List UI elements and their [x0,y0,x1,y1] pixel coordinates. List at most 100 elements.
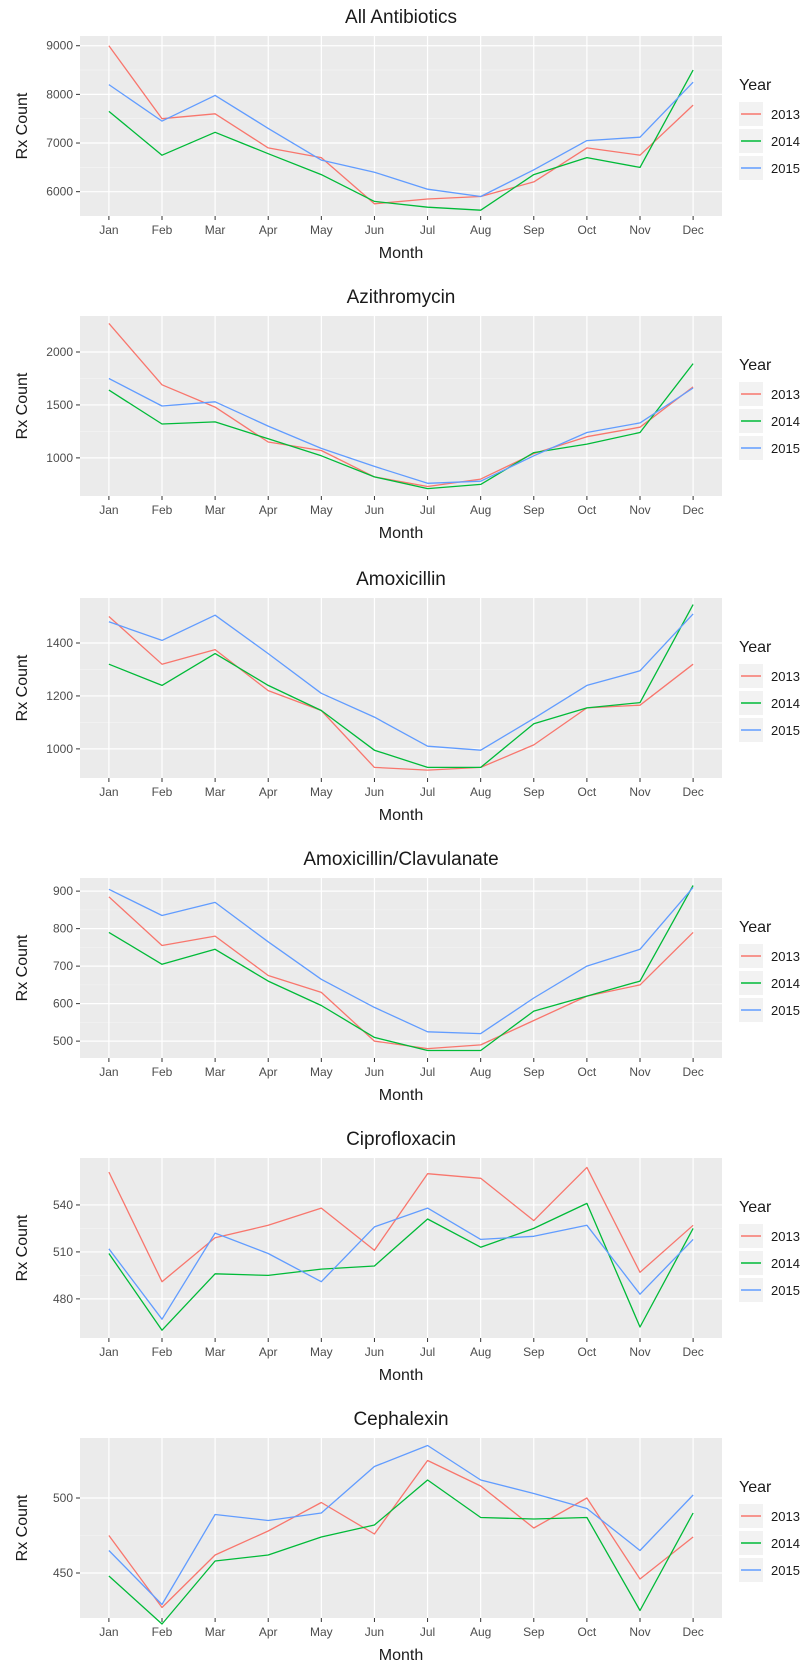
legend: Year 2013 2014 2015 [739,1199,800,1302]
x-tick-label: Jul [420,223,435,237]
x-tick-label: Jul [420,785,435,799]
series-line-2013 [108,1459,694,1609]
series-line-2015 [108,1207,694,1320]
x-tick-label: Feb [152,785,173,799]
y-tick-label: 800 [53,922,73,936]
legend-label: 2015 [771,1003,800,1018]
x-tick-label: Oct [578,503,597,517]
x-tick-label: Sep [523,503,545,517]
y-tick-label: 480 [53,1292,73,1306]
x-tick-label: Aug [470,1345,491,1359]
chart-title: Amoxicillin/Clavulanate [303,849,498,870]
y-tick-label: 9000 [46,39,73,53]
x-tick-label: Dec [682,1625,703,1639]
legend-label: 2015 [771,723,800,738]
legend: Year 2013 2014 2015 [739,1479,800,1582]
plot-background [80,1438,722,1618]
x-tick-label: May [310,1345,333,1359]
legend: Year 2013 2014 2015 [739,919,800,1022]
y-axis-label: Rx Count [14,1214,31,1281]
x-tick-label: Sep [523,1625,545,1639]
x-tick-label: Jun [365,503,384,517]
x-tick-label: Mar [205,503,226,517]
x-tick-label: Sep [523,223,545,237]
legend-title: Year [739,1199,772,1216]
legend-label: 2014 [771,976,800,991]
x-tick-label: Oct [578,785,597,799]
series-line-2013 [108,1166,694,1283]
x-tick-label: Sep [523,785,545,799]
x-tick-label: Nov [629,223,650,237]
x-axis-label: Month [379,1367,423,1384]
plot-background [80,36,722,216]
chart-panel: Amoxicillin 1000 1200 1400 Jan Feb Mar Apr May Ju… [14,569,800,824]
x-tick-label: Jun [365,785,384,799]
x-tick-label: Mar [205,785,226,799]
x-tick-label: Jul [420,503,435,517]
x-tick-label: May [310,1625,333,1639]
legend-label: 2014 [771,1536,800,1551]
series-line-2013 [108,322,694,488]
legend: Year 2013 2014 2015 [739,77,800,180]
y-tick-label: 1000 [46,451,73,465]
x-tick-label: Nov [629,1625,650,1639]
x-tick-label: Jul [420,1625,435,1639]
y-axis-label: Rx Count [14,934,31,1001]
x-tick-label: Dec [682,1345,703,1359]
chart-title: Amoxicillin [356,569,446,590]
x-tick-label: Sep [523,1065,545,1079]
legend-title: Year [739,919,772,936]
x-tick-label: Nov [629,1065,650,1079]
y-tick-label: 900 [53,884,73,898]
x-tick-label: Jun [365,1625,384,1639]
y-tick-label: 6000 [46,185,73,199]
series-line-2015 [108,81,694,198]
chart-panel: Ciprofloxacin 480 510 540 Jan Feb Mar Apr May Jun… [14,1129,800,1384]
series-line-2014 [108,604,694,769]
legend-label: 2014 [771,696,800,711]
legend-label: 2013 [771,1509,800,1524]
x-tick-label: Apr [259,785,278,799]
y-tick-label: 500 [53,1491,73,1505]
legend: Year 2013 2014 2015 [739,639,800,742]
y-tick-label: 500 [53,1034,73,1048]
x-tick-label: Jul [420,1065,435,1079]
x-tick-label: Dec [682,1065,703,1079]
y-tick-label: 600 [53,997,73,1011]
x-tick-label: Aug [470,1065,491,1079]
series-line-2015 [108,886,694,1035]
y-axis-label: Rx Count [14,372,31,439]
x-tick-label: Oct [578,1625,597,1639]
x-tick-label: Sep [523,1345,545,1359]
x-tick-label: Mar [205,1065,226,1079]
y-tick-label: 510 [53,1245,73,1259]
y-tick-label: 450 [53,1566,73,1580]
x-tick-label: Feb [152,223,173,237]
x-tick-label: Feb [152,1625,173,1639]
legend-label: 2014 [771,414,800,429]
chart-title: Azithromycin [347,287,456,308]
x-tick-label: Aug [470,785,491,799]
x-tick-label: Feb [152,503,173,517]
x-tick-label: Nov [629,785,650,799]
x-tick-label: Feb [152,1345,173,1359]
legend-label: 2015 [771,1283,800,1298]
series-line-2014 [108,1479,694,1625]
x-tick-label: Dec [682,223,703,237]
series-line-2015 [108,1444,694,1606]
series-line-2014 [108,1202,694,1331]
x-tick-label: May [310,785,333,799]
chart-panel: All Antibiotics 6000 7000 8000 9000 Jan Feb Mar… [14,7,800,262]
series-line-2014 [108,885,694,1052]
plot-background [80,316,722,496]
x-tick-label: Oct [578,223,597,237]
x-tick-label: Jan [99,1345,118,1359]
y-tick-label: 540 [53,1198,73,1212]
x-tick-label: May [310,223,333,237]
chart-title: Ciprofloxacin [346,1129,456,1150]
x-tick-label: Dec [682,503,703,517]
x-tick-label: Jun [365,223,384,237]
y-tick-label: 7000 [46,136,73,150]
y-tick-label: 1500 [46,398,73,412]
